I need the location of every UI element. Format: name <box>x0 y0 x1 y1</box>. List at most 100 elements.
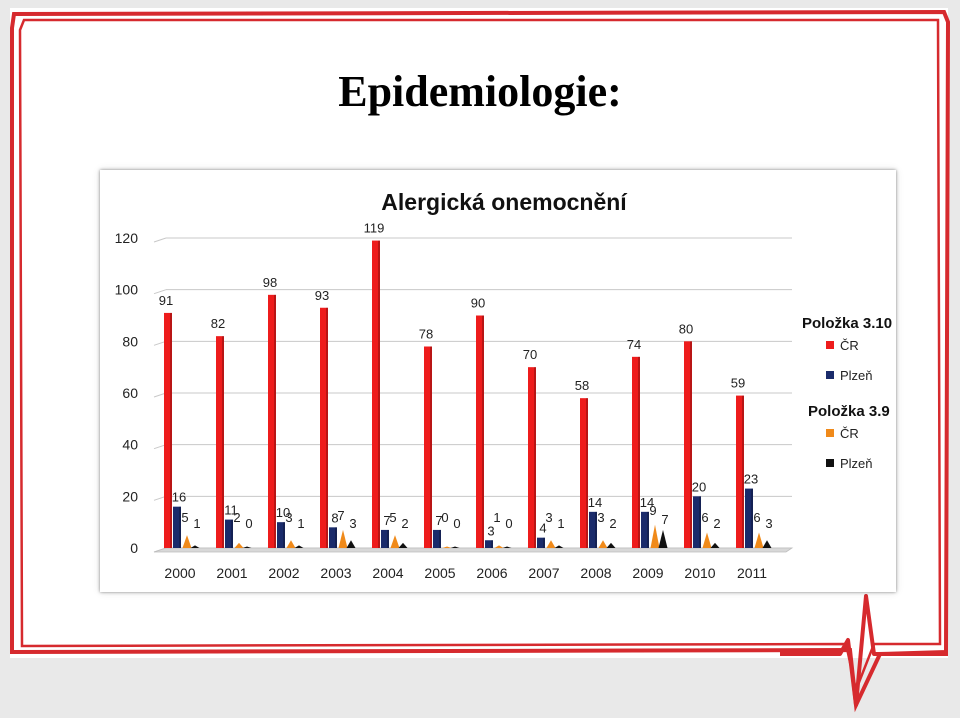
bar <box>424 346 432 548</box>
bar-shade <box>222 336 224 548</box>
data-label: 11 <box>224 503 238 518</box>
bar-shade <box>439 529 441 548</box>
bar <box>476 315 484 548</box>
data-label: 82 <box>211 316 225 331</box>
data-label: 14 <box>640 495 654 510</box>
data-label: 7 <box>435 513 442 528</box>
data-label: 23 <box>744 472 758 487</box>
cone <box>494 545 504 548</box>
bar <box>632 356 640 548</box>
x-tick-label: 2009 <box>632 565 663 581</box>
cone <box>182 535 192 548</box>
data-label: 9 <box>649 503 656 518</box>
bar-shade <box>491 540 493 548</box>
cone <box>286 540 296 548</box>
cone <box>554 545 564 548</box>
bar <box>216 336 224 548</box>
data-label: 16 <box>172 490 186 505</box>
data-label: 7 <box>337 508 344 523</box>
data-label: 90 <box>471 296 485 311</box>
cone <box>442 546 452 548</box>
y-tick-label: 0 <box>130 540 138 556</box>
cone <box>606 542 616 548</box>
data-label: 2 <box>401 516 408 531</box>
legend-swatch <box>826 341 834 349</box>
data-label: 14 <box>588 495 602 510</box>
bar <box>164 312 172 548</box>
cone <box>450 546 460 548</box>
data-label: 58 <box>575 378 589 393</box>
data-label: 80 <box>679 321 693 336</box>
bar-shade <box>699 496 701 548</box>
data-label: 2 <box>609 516 616 531</box>
gridline-diagonal <box>153 237 167 243</box>
data-label: 3 <box>545 510 552 525</box>
data-label: 5 <box>389 510 396 525</box>
bar-shade <box>638 356 640 548</box>
data-label: 1 <box>297 516 304 531</box>
y-tick-label: 20 <box>122 488 138 504</box>
cone <box>234 542 244 548</box>
x-tick-label: 2008 <box>580 565 611 581</box>
x-tick-label: 2010 <box>684 565 715 581</box>
data-label: 1 <box>493 510 500 525</box>
chart-panel: Alergická onemocnění 0 20 40 60 80 100 120 91 1… <box>100 170 896 592</box>
data-label: 3 <box>487 523 494 538</box>
bar <box>589 511 597 548</box>
bar-shade <box>742 395 744 548</box>
data-label: 20 <box>692 479 706 494</box>
legend-label: Plzeň <box>840 456 873 471</box>
data-label: 10 <box>276 505 290 520</box>
cone <box>702 532 712 548</box>
data-label: 93 <box>315 288 329 303</box>
bar <box>684 341 692 548</box>
legend-heading: Položka 3.10 <box>802 315 892 332</box>
bar-shade <box>647 511 649 548</box>
data-label: 0 <box>245 516 252 531</box>
bar <box>277 522 285 548</box>
bar <box>745 488 753 548</box>
bar <box>225 519 233 548</box>
bar-shade <box>335 527 337 548</box>
bar-shade <box>543 537 545 548</box>
bar <box>372 240 380 548</box>
y-tick-label: 120 <box>115 230 139 246</box>
bar-shade <box>690 341 692 548</box>
cone <box>502 546 512 548</box>
data-label: 4 <box>539 521 546 536</box>
legend-label: Plzeň <box>840 368 873 383</box>
x-tick-label: 2003 <box>320 565 351 581</box>
chart-marks <box>164 240 772 548</box>
bar-shade <box>482 315 484 548</box>
x-tick-label: 2000 <box>164 565 195 581</box>
bar <box>433 529 441 548</box>
cone <box>242 546 252 548</box>
cone <box>658 529 668 548</box>
data-label: 2 <box>233 510 240 525</box>
chart-legend: Položka 3.10 ČR Plzeň Položka 3.9 ČR Plzeň <box>802 315 892 471</box>
bar-shade <box>326 307 328 548</box>
x-tick-label: 2002 <box>268 565 299 581</box>
data-label: 8 <box>331 510 338 525</box>
bar-shade <box>586 398 588 548</box>
data-label: 59 <box>731 376 745 391</box>
data-label: 2 <box>713 516 720 531</box>
heartbeat-line-icon <box>780 594 948 707</box>
bar-shade <box>751 488 753 548</box>
data-label: 91 <box>159 293 173 308</box>
cone <box>190 545 200 548</box>
bar <box>537 537 545 548</box>
data-label: 6 <box>701 510 708 525</box>
cone <box>710 542 720 548</box>
legend-heading: Položka 3.9 <box>808 403 890 420</box>
data-label: 78 <box>419 327 433 342</box>
y-tick-label: 100 <box>115 282 139 298</box>
data-label: 1 <box>193 516 200 531</box>
slide-title: Epidemiologie: <box>338 67 622 116</box>
gridline-diagonal <box>153 289 167 295</box>
bar <box>381 529 389 548</box>
bar-shade <box>595 511 597 548</box>
bar <box>320 307 328 548</box>
data-label: 119 <box>364 221 385 236</box>
